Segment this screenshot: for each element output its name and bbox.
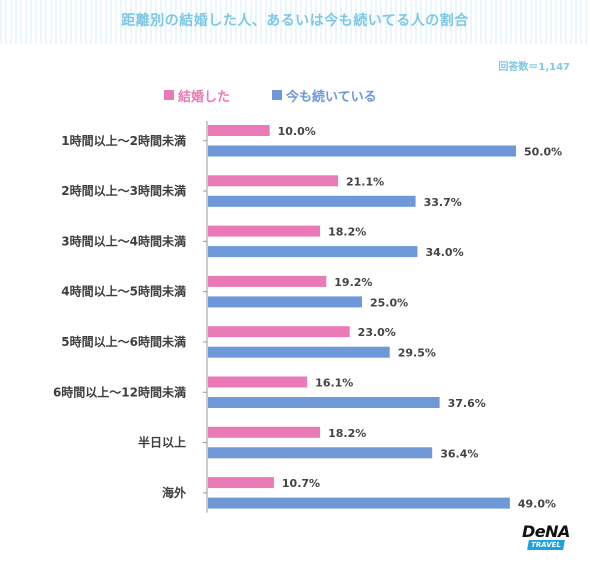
data-label: 18.2% [328, 226, 366, 239]
data-label: 23.0% [358, 326, 396, 339]
category-label: 1時間以上〜2時間未満 [61, 133, 186, 148]
data-label: 50.0% [524, 146, 562, 159]
category-label: 2時間以上〜3時間未満 [61, 183, 186, 198]
data-label: 16.1% [315, 377, 353, 390]
legend-label-continuing: 今も続いている [286, 89, 377, 105]
category-label: 海外 [162, 485, 186, 500]
bar-continuing [208, 246, 418, 258]
bar-married [208, 426, 321, 438]
bar-married [208, 175, 338, 187]
header-stripe [0, 0, 590, 44]
dena-travel-logo: DeNA TRAVEL [520, 522, 572, 552]
bar-continuing [208, 346, 390, 358]
bar-continuing [208, 145, 516, 157]
bar-married [208, 326, 350, 338]
sample-size-note: 回答数＝1,147 [498, 62, 570, 73]
bar-continuing [208, 397, 440, 408]
legend-label-married: 結婚した [178, 89, 231, 105]
chart-title: 距離別の結婚した人、あるいは今も続いてる人の割合 [121, 13, 469, 29]
legend: 結婚した 今も続いている [164, 86, 377, 105]
category-label: 3時間以上〜4時間未満 [61, 233, 186, 248]
legend-swatch-married [164, 90, 174, 100]
bar-married [208, 477, 274, 489]
logo-wordmark: DeNA [522, 522, 570, 541]
data-label: 37.6% [448, 397, 486, 410]
data-label: 25.0% [370, 296, 408, 309]
bar-continuing [208, 195, 416, 207]
category-label: 半日以上 [138, 435, 186, 450]
bar-married [208, 225, 321, 237]
legend-item-married: 結婚した [164, 86, 230, 105]
data-label: 33.7% [424, 196, 462, 209]
category-label: 4時間以上〜5時間未満 [61, 284, 186, 299]
data-label: 36.4% [440, 447, 478, 460]
data-label: 29.5% [398, 347, 436, 360]
data-label: 10.7% [282, 477, 320, 490]
data-label: 21.1% [346, 175, 384, 188]
data-label: 49.0% [518, 498, 556, 511]
bar-married [208, 275, 327, 287]
category-label: 6時間以上〜12時間未満 [53, 384, 186, 399]
data-label: 34.0% [425, 246, 463, 259]
legend-item-continuing: 今も続いている [272, 86, 377, 105]
logo-badge: TRAVEL [527, 540, 565, 550]
bar-continuing [208, 296, 362, 308]
data-label: 19.2% [334, 276, 372, 289]
data-label: 10.0% [278, 125, 316, 138]
bar-continuing [208, 447, 433, 459]
data-label: 18.2% [328, 427, 366, 440]
bar-married [208, 376, 308, 388]
legend-swatch-continuing [272, 90, 283, 100]
bar-married [208, 125, 270, 136]
bar-continuing [208, 497, 510, 509]
category-label: 5時間以上〜6時間未満 [61, 334, 186, 349]
